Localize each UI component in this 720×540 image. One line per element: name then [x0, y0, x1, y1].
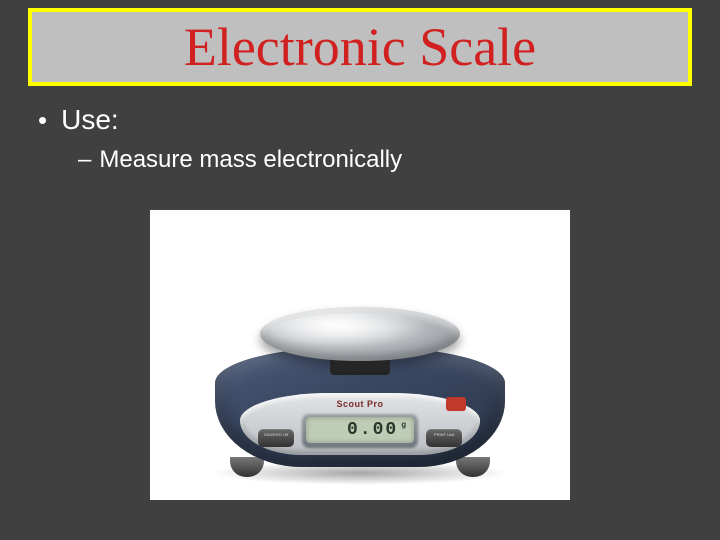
bullet-text: Use:	[61, 104, 119, 136]
title-box: Electronic Scale	[28, 8, 692, 86]
bullet-level2: – Measure mass electronically	[28, 146, 692, 174]
image-panel: Scout Pro 0.00 g ON/ZERO Off PRINT Unit	[150, 210, 570, 500]
weighing-pan	[260, 307, 460, 361]
logo-icon	[446, 397, 466, 411]
button-print-unit: PRINT Unit	[426, 429, 462, 447]
lcd-unit: g	[401, 421, 408, 430]
subbullet-text: Measure mass electronically	[99, 146, 402, 174]
slide-title: Electronic Scale	[184, 16, 536, 78]
brand-label: Scout Pro	[336, 399, 383, 409]
bullet-marker: •	[38, 107, 47, 133]
face-panel: Scout Pro 0.00 g ON/ZERO Off PRINT Unit	[240, 393, 480, 455]
lcd-bezel: 0.00 g	[302, 413, 418, 447]
button-on-zero: ON/ZERO Off	[258, 429, 294, 447]
lcd-display: 0.00 g	[306, 417, 414, 443]
subbullet-marker: –	[78, 146, 91, 174]
bullet-level1: • Use:	[28, 104, 692, 136]
scale-illustration: Scout Pro 0.00 g ON/ZERO Off PRINT Unit	[200, 245, 520, 485]
content-area: • Use: – Measure mass electronically	[28, 104, 692, 174]
lcd-reading: 0.00	[347, 420, 398, 440]
